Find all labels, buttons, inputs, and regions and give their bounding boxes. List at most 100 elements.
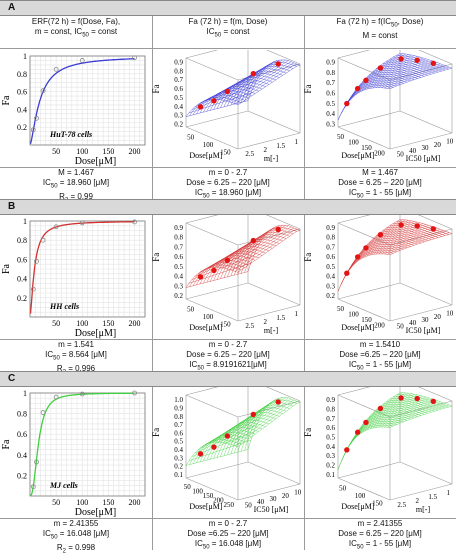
x-tick-label: 50 [52, 147, 60, 156]
box-edge [185, 110, 249, 128]
box-edge [185, 50, 219, 59]
y-tick-label: 0.4 [17, 105, 27, 114]
box-edge [399, 282, 453, 306]
b-tick-label: 50 [245, 501, 253, 509]
cell-line-label: HuT-78 cells [49, 130, 92, 139]
surface-plot: 0.90.80.70.60.50.40.3Fa50100150200Dose[μ… [304, 50, 454, 163]
z-tick-label: 0.3 [326, 121, 335, 129]
z-tick-label: 0.2 [174, 463, 183, 471]
y-tick-label: 1 [23, 389, 27, 398]
box-edge [185, 215, 219, 224]
y-tick-label: 0.2 [17, 471, 27, 480]
z-tick-label: 0.4 [174, 446, 183, 454]
z-tick-label: 0.6 [174, 253, 183, 261]
z-tick-label: 0.9 [174, 58, 183, 66]
experimental-point [197, 104, 204, 110]
mesh-line [384, 403, 447, 428]
mesh-line [399, 219, 453, 234]
b-tick-label: 50 [397, 322, 405, 330]
mesh-line [226, 60, 289, 102]
mesh-line [234, 63, 298, 105]
box-edge [185, 394, 239, 418]
data-point [30, 127, 36, 133]
box-edge [337, 215, 371, 224]
experimental-point [344, 447, 350, 453]
section-bar-b: B [0, 199, 456, 215]
z-tick-label: 0.4 [174, 273, 183, 281]
column-divider [304, 215, 305, 371]
surface-plot: 0.90.8 0.70.6 0.50.40.3 0.20.1 Fa 50 100 150Dos… [304, 387, 453, 514]
experimental-point [250, 411, 256, 418]
b-tick-label: 40 [257, 498, 265, 506]
z-axis-label: Fa [152, 428, 161, 437]
column-divider [304, 16, 305, 199]
y-tick-label: 0.4 [17, 275, 27, 284]
a-tick-label: 50 [187, 134, 195, 142]
header-line: Fa (72 h) = f(m, Dose) [188, 17, 268, 26]
b-tick-label: 1 [295, 138, 299, 146]
box-edge [237, 132, 301, 150]
b-tick-label: 2 [264, 318, 268, 326]
z-tick-label: 0.8 [174, 67, 183, 75]
box-edge [337, 110, 401, 128]
cell-line-label: HH cells [49, 302, 79, 311]
mesh-line [229, 226, 292, 270]
mesh-line [399, 53, 453, 69]
b-tick-label: 2 [416, 497, 420, 505]
mesh-line [387, 66, 450, 89]
mesh-line [214, 60, 278, 100]
section-bar-a: A [0, 0, 456, 16]
stats-block: m = 2.41355 Dose = 6.25 – 220 [μM] IC50 = … [304, 519, 456, 553]
experimental-point [430, 398, 436, 405]
z-tick-label: 0.7 [174, 76, 183, 84]
z-tick-label: 0.2 [174, 292, 183, 300]
x-tick-label: 150 [102, 147, 114, 156]
box-edge [418, 387, 453, 402]
mesh-line [247, 224, 301, 272]
experimental-point [377, 65, 384, 71]
z-tick-label: 0.3 [174, 112, 183, 120]
x-tick-label: 100 [76, 147, 88, 156]
stats-line: Dose = 6.25 – 220 [μM] [338, 529, 422, 538]
experimental-point [430, 60, 436, 66]
a-tick-label: 150 [361, 144, 372, 152]
data-point [79, 58, 85, 63]
mesh-line [237, 402, 301, 448]
stats-line: R2 = 0.998 [56, 542, 96, 555]
mesh-line [220, 59, 283, 101]
a-tick-label: 150 [220, 320, 231, 328]
x-tick-label: 50 [52, 319, 60, 328]
x-tick-label: 200 [129, 498, 141, 507]
experimental-point [224, 88, 231, 95]
a-tick-label: 150 [361, 316, 372, 324]
box-edge [389, 304, 453, 322]
x-tick-label: 100 [76, 319, 88, 328]
stats-line: IC50 = 18.960 [μM] [42, 178, 110, 190]
experimental-point [377, 405, 384, 412]
mesh-line [223, 397, 286, 443]
box-edge [185, 387, 219, 396]
x-tick-label: 200 [129, 319, 141, 328]
x-tick-label: 150 [102, 319, 114, 328]
box-edge [337, 50, 371, 59]
mesh-line [389, 233, 453, 255]
box-edge [237, 483, 301, 501]
box-edge [185, 298, 239, 322]
mesh-line [232, 399, 295, 446]
mesh-line [216, 419, 270, 458]
mesh-line [226, 397, 289, 444]
mesh-line [384, 65, 447, 89]
box-edge [266, 387, 301, 402]
mesh-line [341, 424, 394, 462]
z-tick-label: 0.5 [174, 438, 183, 446]
experimental-point [363, 245, 369, 251]
header-line: Fa (72 h) = f(IC50, Dose) [336, 17, 424, 29]
stats-line: m = 0 - 2.7 [208, 340, 248, 349]
a-tick-label: 50 [337, 305, 345, 313]
mesh-line [237, 65, 301, 106]
mesh-line [396, 54, 449, 70]
stats-line: m = 1.541 [58, 340, 94, 349]
z-tick-label: 0.8 [174, 234, 183, 242]
stats-block: M = 1.467 Dose = 6.25 – 220 [μM] IC50 = 1 … [304, 168, 456, 202]
z-tick-label: 0.7 [326, 415, 335, 423]
